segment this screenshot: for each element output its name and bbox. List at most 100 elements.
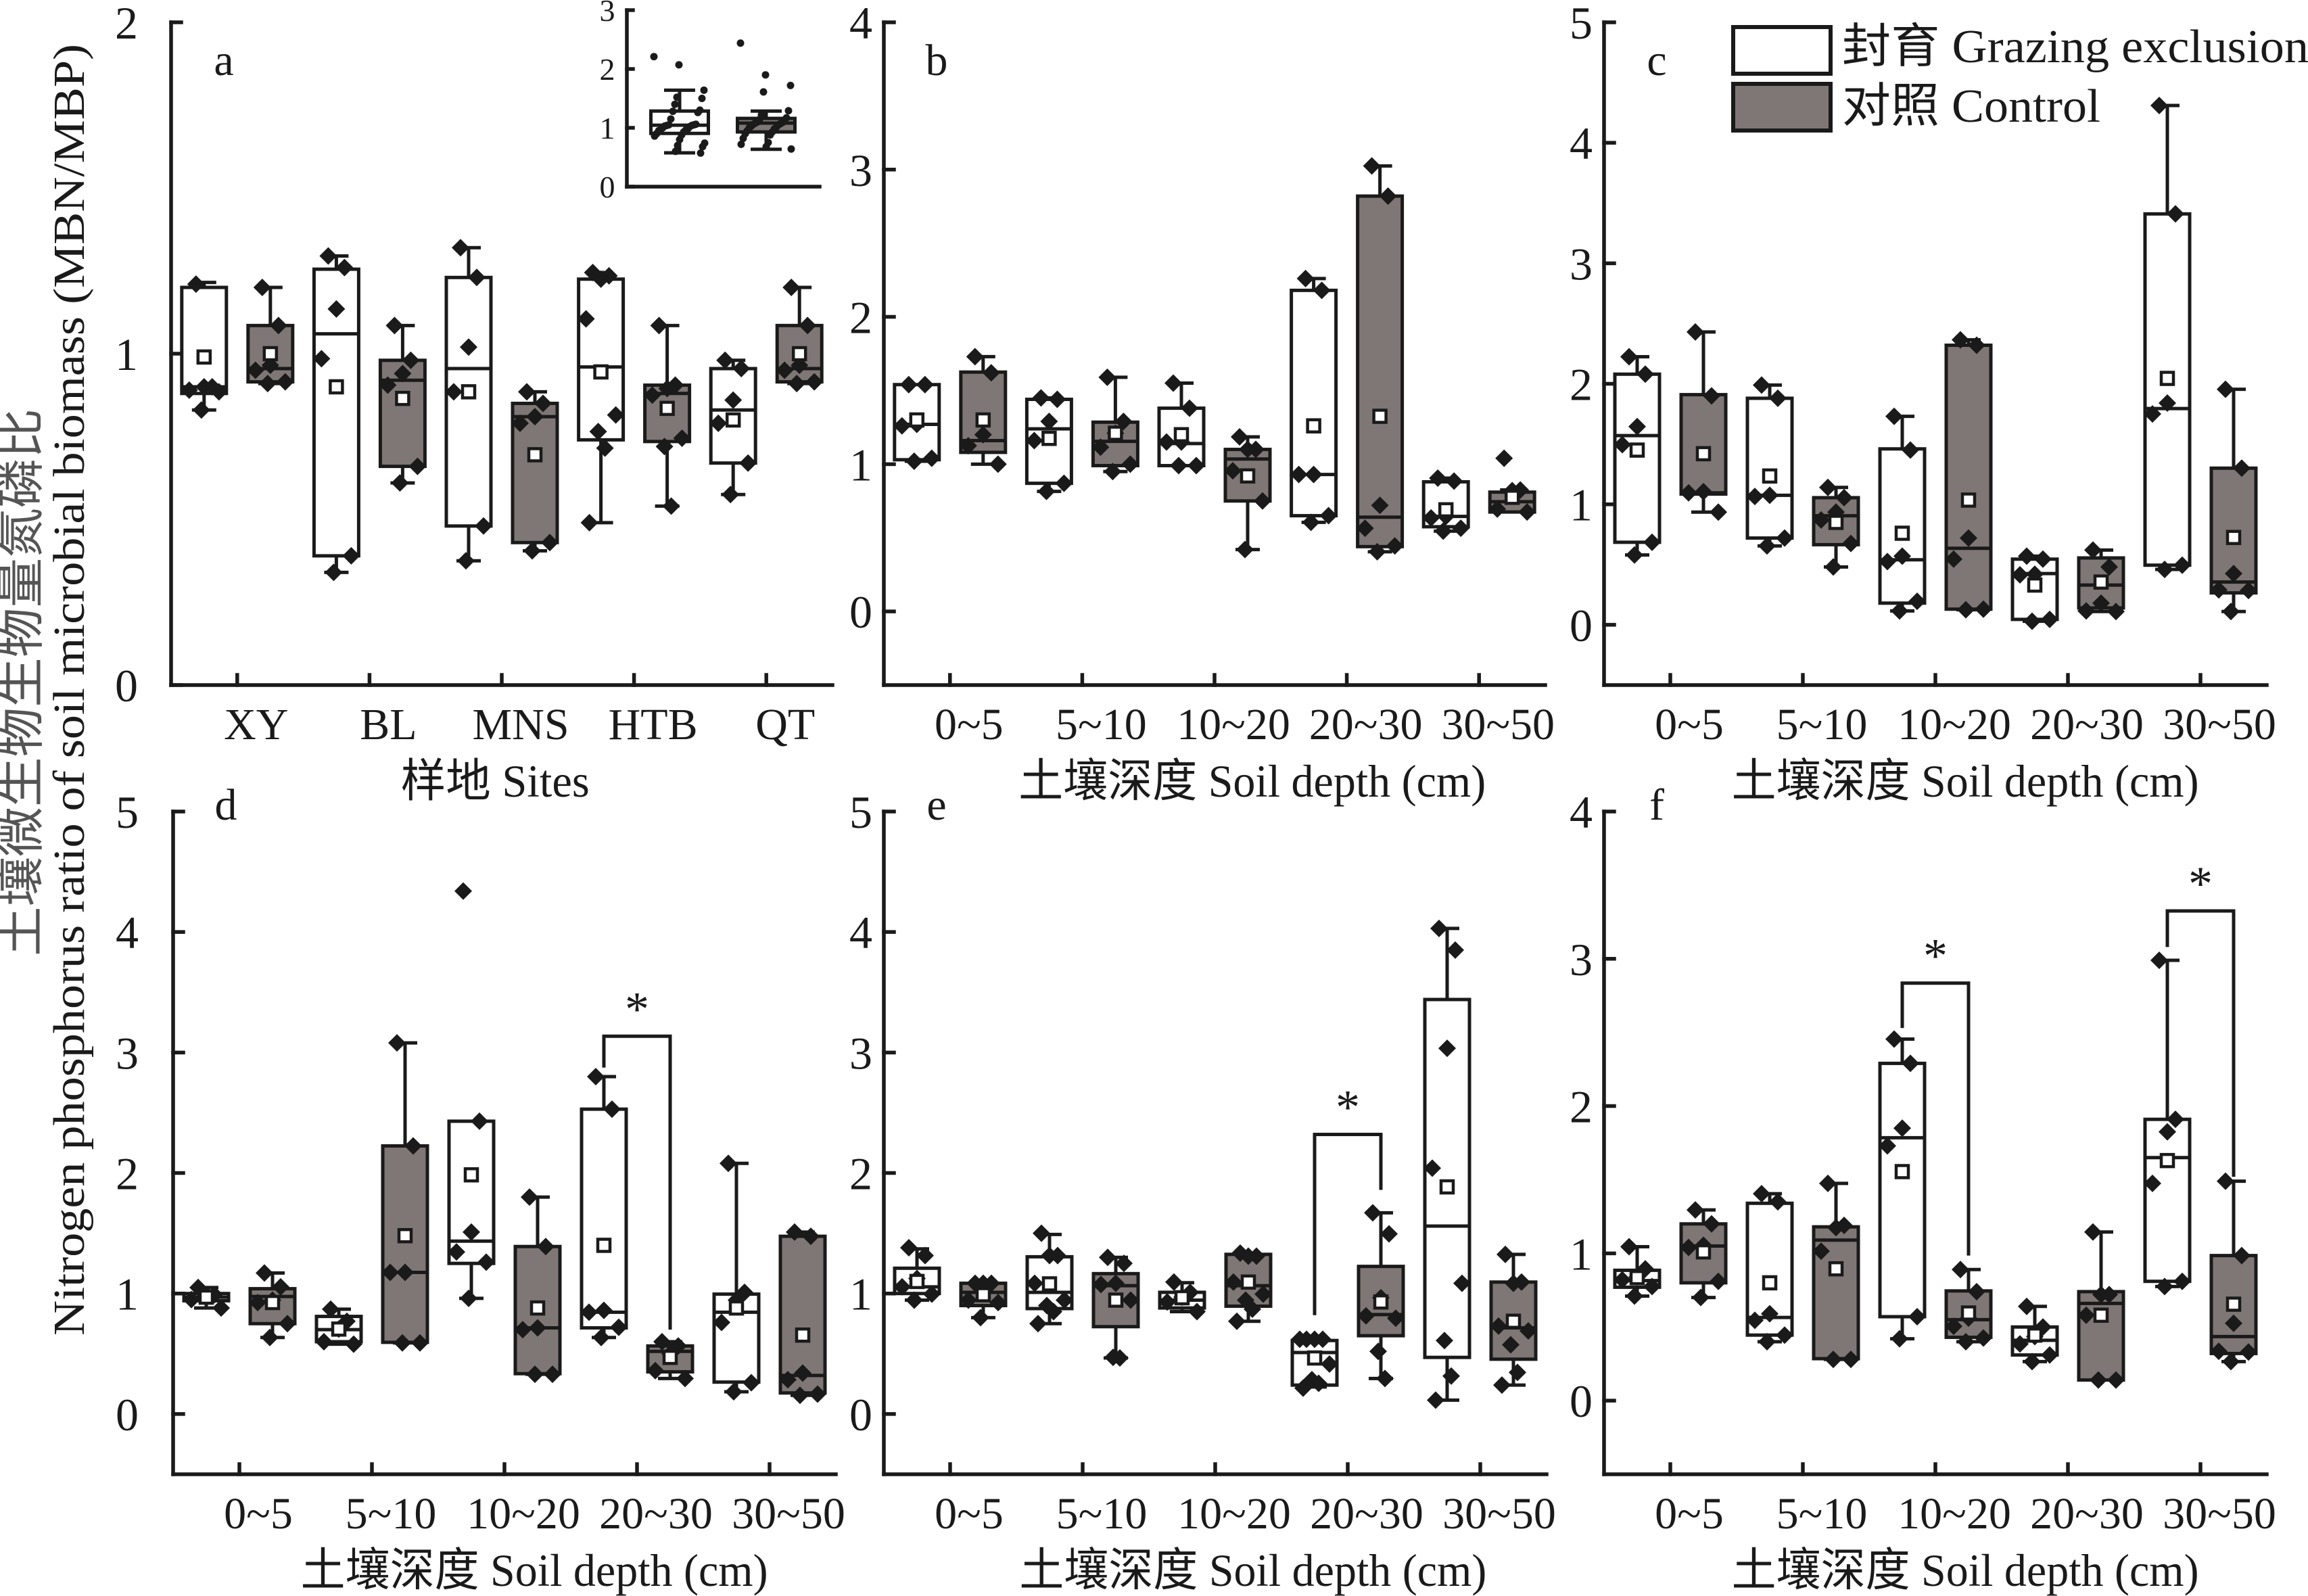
data-point (1104, 463, 1122, 481)
data-point (1614, 1271, 1631, 1289)
mean-marker (1695, 446, 1712, 462)
data-point (2084, 1223, 2102, 1241)
data-point (2107, 603, 2125, 621)
data-point (2210, 1342, 2228, 1361)
data-point (2167, 1110, 2184, 1129)
legend-swatch-control (1731, 82, 1833, 133)
y-tick-label: 0 (849, 1389, 872, 1440)
data-point (325, 563, 343, 582)
significance-bracket: * (2165, 857, 2236, 1177)
data-point (739, 454, 757, 472)
significance-bracket: * (1313, 1081, 1383, 1315)
mean-marker (1108, 1292, 1124, 1308)
significance-star: * (625, 982, 649, 1036)
data-point (1429, 469, 1447, 488)
data-point (460, 338, 477, 356)
mean-marker (1372, 408, 1388, 424)
box-grazing-exclusion-0-5 (893, 1239, 941, 1309)
data-point (2018, 547, 2035, 565)
data-point (786, 81, 795, 89)
y-tick-label: 4 (849, 0, 872, 49)
data-point (1224, 462, 1242, 480)
x-tick-label: MNS (472, 700, 569, 749)
data-point (1518, 503, 1536, 521)
data-point (1490, 1317, 1507, 1335)
data-point (385, 316, 404, 335)
x-tick-label: 20~30 (2030, 700, 2144, 749)
x-tick-label: QT (755, 700, 815, 749)
mean-marker (1108, 425, 1123, 441)
inset-box-control (736, 39, 797, 153)
y-tick-label: 2 (849, 292, 872, 344)
data-point (592, 270, 610, 288)
data-point (1434, 522, 1453, 540)
data-point (1968, 336, 1985, 354)
data-point (1302, 513, 1320, 532)
data-point (1509, 1363, 1526, 1382)
box-iqr (1356, 194, 1405, 548)
data-point (1493, 1376, 1511, 1394)
box-grazing-exclusion-20-30 (1290, 1330, 1339, 1397)
data-point (2092, 594, 2110, 612)
data-point (1746, 488, 1764, 506)
data-point (720, 1154, 737, 1173)
y-tick-label: 4 (1570, 787, 1593, 838)
mean-marker (2093, 1307, 2109, 1323)
box-grazing-exclusion-30-50 (2143, 96, 2192, 578)
x-axis-title: 土壤深度 Soil depth (cm) (1019, 1545, 1486, 1596)
mean-marker (909, 412, 925, 428)
data-point (1254, 1285, 1272, 1303)
data-point (1952, 331, 1969, 349)
y-tick-label: 3 (1570, 934, 1593, 985)
x-axis-title: 土壤深度 Soil depth (cm) (301, 1545, 768, 1596)
data-point (2041, 1346, 2058, 1364)
data-point (2233, 459, 2251, 477)
legend: 封育 Grazing exclusion 对照 Control (1731, 21, 2308, 133)
data-point (322, 1300, 339, 1318)
data-point (761, 71, 770, 79)
data-point (388, 1034, 406, 1052)
data-point (404, 1137, 422, 1155)
mean-marker (1173, 427, 1190, 443)
box-grazing-exclusion-0-5 (182, 1278, 231, 1317)
data-point (1885, 407, 1903, 425)
data-point (1824, 1351, 1842, 1369)
box-iqr (2143, 1117, 2192, 1284)
y-axis-label: 土壤微生物生物量氮磷比 Nitrogen phosphorus ratio of… (0, 44, 94, 1336)
box-grazing-exclusion-10-20 (1878, 1030, 1927, 1348)
box-control-10-20 (1944, 1261, 1993, 1351)
box-grazing-exclusion-5-10 (1025, 1224, 1074, 1333)
data-point (1045, 1302, 1062, 1321)
mean-marker (1174, 1290, 1190, 1306)
series-grazing-exclusion (893, 919, 1471, 1409)
data-point (2011, 1335, 2029, 1353)
data-point (580, 513, 598, 532)
data-point (1430, 919, 1448, 937)
mean-marker (1373, 1294, 1389, 1310)
data-point (1891, 1330, 1908, 1348)
mean-marker (331, 1321, 347, 1337)
series-grazing-exclusion (1613, 96, 2192, 630)
data-point (1626, 546, 1643, 564)
data-point (1827, 1219, 1845, 1237)
legend-label-control: 对照 Control (1842, 80, 2100, 133)
data-point (1319, 507, 1338, 525)
mean-marker (2159, 1152, 2175, 1169)
data-point (1908, 592, 1926, 611)
series-control (959, 157, 1536, 561)
data-point (448, 1243, 465, 1261)
data-point (2092, 1286, 2110, 1304)
data-point (335, 258, 354, 277)
data-point (327, 300, 346, 318)
data-point (1614, 436, 1631, 454)
data-point (989, 455, 1007, 473)
mean-marker (1762, 1275, 1778, 1291)
y-tick-label: 1 (849, 1269, 872, 1320)
legend-item-control: 对照 Control (1731, 80, 2100, 133)
box-grazing-exclusion-10-20 (1157, 374, 1206, 475)
bracket-line (1900, 981, 1971, 1256)
data-point (724, 391, 743, 409)
data-point (743, 1374, 760, 1392)
data-point (1111, 1349, 1129, 1367)
legend-label-grazing-exclusion: 封育 Grazing exclusion (1842, 21, 2308, 73)
